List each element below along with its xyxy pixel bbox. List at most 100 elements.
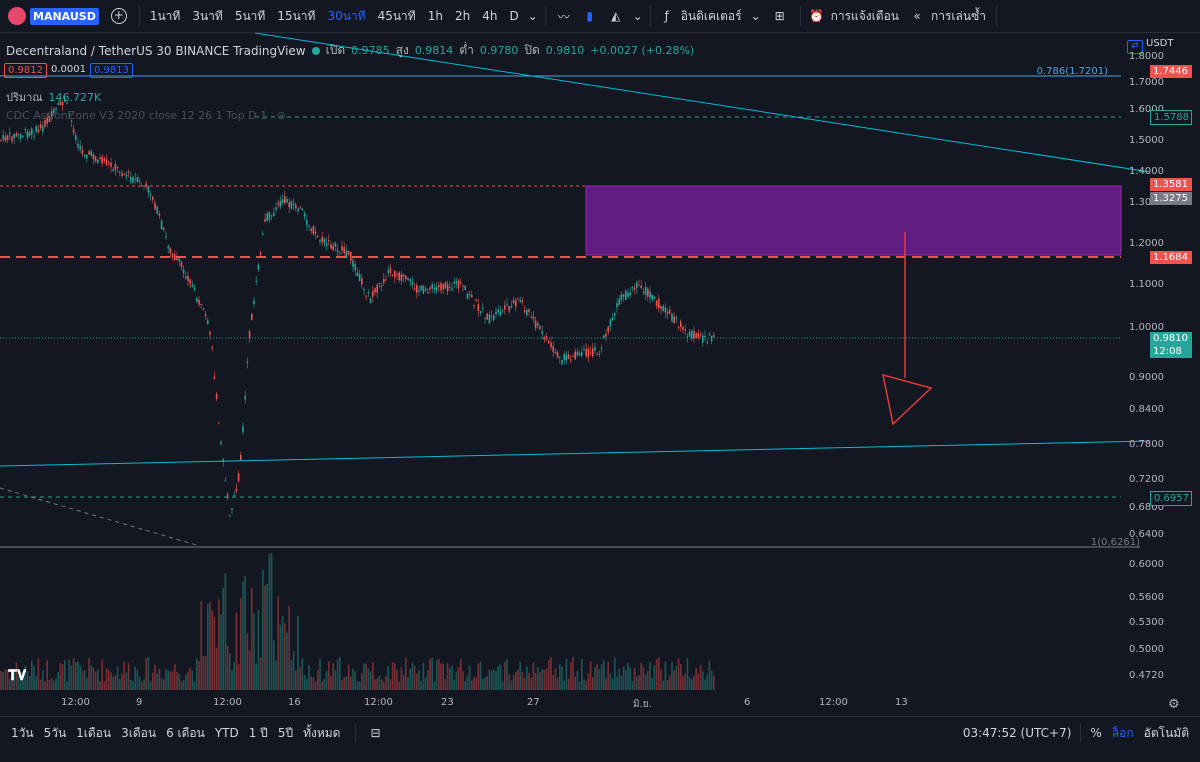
candle-body — [486, 313, 488, 320]
range-1m[interactable]: 1เดือน — [76, 725, 112, 740]
candle-body — [202, 308, 205, 310]
volume-bar — [193, 681, 196, 690]
volume-bar — [46, 660, 48, 690]
clock-time[interactable]: 03:47:52 (UTC+7) — [962, 726, 1072, 740]
interval-4h[interactable]: 4h — [482, 9, 498, 23]
volume-bar — [504, 661, 506, 690]
price-tick: 0.5600 — [1129, 592, 1164, 603]
chart-settings-icon[interactable]: ⚙ — [1168, 697, 1180, 712]
bid-price[interactable]: 0.9812 — [4, 63, 47, 78]
candle-body — [266, 213, 268, 222]
interval-1h[interactable]: 1h — [427, 9, 443, 23]
volume-bar — [400, 667, 403, 690]
date-range-icon[interactable]: ⊟ — [370, 726, 381, 740]
interval-5m[interactable]: 5นาที — [234, 9, 266, 23]
candle-body — [152, 196, 154, 200]
volume-bar — [411, 662, 414, 690]
volume-bar — [627, 662, 629, 690]
price-tag-11684: 1.1684 — [1150, 251, 1192, 264]
candle-body — [660, 306, 662, 309]
candle-body — [178, 258, 180, 262]
candles-icon[interactable]: ▮ — [586, 9, 593, 23]
range-6m[interactable]: 6 เดือน — [166, 725, 205, 740]
candle-body — [198, 299, 200, 305]
range-all[interactable]: ทั้งหมด — [303, 725, 341, 740]
price-tick: 0.7200 — [1129, 474, 1164, 485]
line-chart-icon[interactable]: 〰 — [557, 9, 570, 24]
chevron-down-icon[interactable]: ⌄ — [750, 9, 761, 23]
chevron-down-icon[interactable]: ⌄ — [527, 9, 538, 23]
candle-body — [572, 355, 574, 357]
range-5d[interactable]: 5วัน — [43, 725, 67, 740]
settings-icon[interactable]: ⇄ — [1127, 40, 1143, 54]
volume-bar — [625, 670, 627, 690]
top-toolbar: MANAUSD + 1นาที 3นาที 5นาที 15นาที 30นาท… — [0, 0, 1200, 33]
interval-15m[interactable]: 15นาที — [277, 9, 316, 23]
volume-bar — [288, 606, 290, 690]
candle-body — [9, 133, 11, 135]
replay-icon[interactable]: « — [913, 9, 921, 23]
ascending-trendline[interactable] — [0, 440, 1151, 467]
replay-button[interactable]: การเล่นซ้ำ — [930, 9, 986, 23]
interval-30m[interactable]: 30นาที — [327, 9, 366, 23]
dashed-trendline[interactable] — [0, 487, 201, 547]
range-3m[interactable]: 3เดือน — [121, 725, 157, 740]
candle-body — [640, 285, 642, 288]
candle-body — [193, 287, 196, 291]
bottom-toolbar: 1วัน 5วัน 1เดือน 3เดือน 6 เดือน YTD 1 ปี… — [0, 716, 1200, 749]
currency-selector[interactable]: USDT — [1146, 38, 1174, 49]
range-1y[interactable]: 1 ปี — [248, 725, 268, 740]
volume-bar — [103, 681, 106, 690]
interval-1m[interactable]: 1นาที — [149, 9, 181, 23]
interval-3m[interactable]: 3นาที — [192, 9, 223, 23]
candle-body — [684, 329, 686, 331]
ask-price[interactable]: 0.9813 — [90, 63, 133, 78]
candle-body — [295, 205, 297, 209]
add-symbol-icon[interactable]: + — [110, 8, 127, 24]
percent-toggle[interactable]: % — [1090, 726, 1102, 740]
down-arrow-drawing[interactable] — [882, 232, 933, 426]
candle-body — [343, 247, 345, 253]
volume-bar — [26, 671, 29, 690]
area-chart-icon[interactable]: ◭ — [611, 9, 621, 23]
supply-zone[interactable] — [585, 185, 1122, 256]
volume-bar — [543, 669, 546, 690]
candle-body — [53, 108, 55, 114]
templates-icon[interactable]: ⊞ — [774, 9, 785, 23]
price-tick: 1.0000 — [1129, 322, 1164, 333]
alerts-button[interactable]: การแจ้งเตือน — [830, 9, 899, 23]
range-ytd[interactable]: YTD — [214, 726, 239, 740]
auto-toggle[interactable]: อัตโนมัติ — [1143, 725, 1189, 740]
range-5y[interactable]: 5ปี — [277, 725, 294, 740]
candle-body — [495, 311, 497, 314]
candle-body — [354, 264, 356, 271]
candle-body — [484, 317, 486, 319]
range-1d[interactable]: 1วัน — [11, 725, 34, 740]
candle-body — [607, 326, 609, 333]
candle-body — [627, 292, 629, 297]
volume-bar — [537, 667, 539, 690]
log-toggle[interactable]: ล็อก — [1111, 725, 1134, 740]
indicators-icon[interactable]: ƒ — [664, 9, 669, 23]
eye-hidden-icon[interactable]: ⊘ — [276, 109, 286, 122]
indicator-legend[interactable]: CDC ActionZone V3 2020 close 12 26 1 Top… — [6, 109, 286, 122]
volume-bar — [160, 678, 163, 690]
descending-trendline[interactable] — [254, 33, 1151, 173]
indicators-button[interactable]: อินดิเคเตอร์ — [680, 9, 742, 23]
symbol-search[interactable]: MANAUSD — [4, 4, 103, 28]
price-chart[interactable]: 0.786(1.7201) 1(0.6261) 𝐓𝐕 — [0, 33, 1200, 715]
candle-body — [380, 285, 383, 287]
candle-body — [88, 151, 90, 155]
volume-legend: ปริมาณ 146.727K — [6, 88, 101, 106]
candle-body — [490, 315, 493, 317]
legend-title[interactable]: Decentraland / TetherUS 30 BINANCE Tradi… — [6, 43, 306, 58]
chevron-down-icon[interactable]: ⌄ — [632, 9, 643, 23]
volume-bar — [497, 666, 499, 690]
interval-d[interactable]: D — [509, 9, 519, 23]
alert-icon[interactable]: ⏰ — [809, 9, 825, 23]
volume-bar — [688, 677, 691, 690]
interval-2h[interactable]: 2h — [454, 9, 471, 23]
volume-bar — [372, 661, 374, 690]
interval-45m[interactable]: 45นาที — [377, 9, 416, 23]
volume-bar — [550, 657, 552, 690]
